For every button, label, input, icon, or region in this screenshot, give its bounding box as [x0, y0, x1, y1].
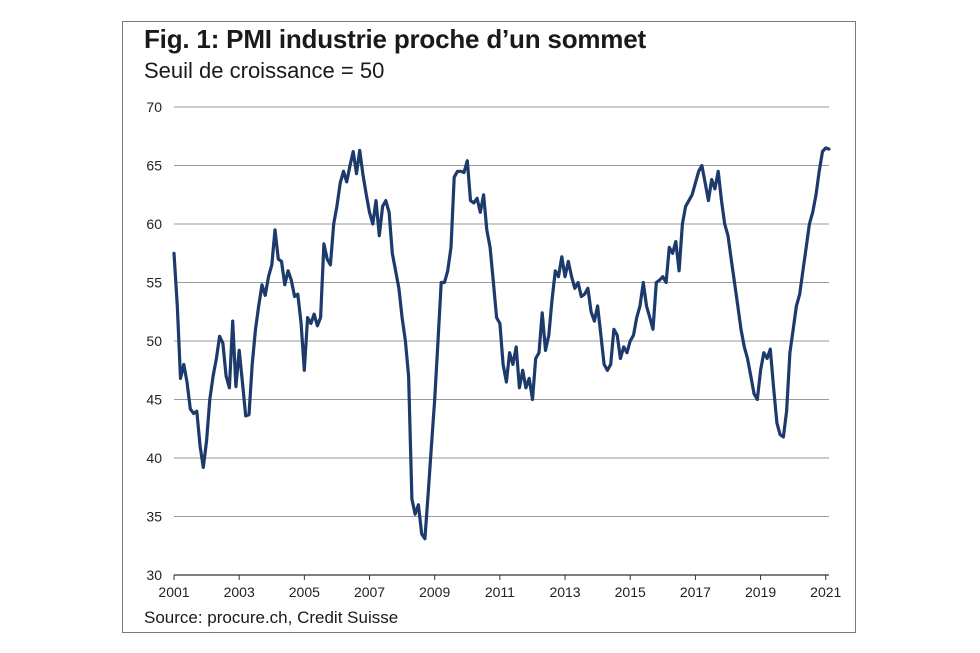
x-tick-label: 2017	[680, 584, 711, 600]
x-tick-label: 2011	[485, 584, 515, 600]
x-tick-labels: 2001 2003 2005 2007 2009 2011 2013 2015 2017 2019…	[158, 575, 842, 600]
y-tick-label: 60	[146, 216, 162, 232]
x-tick-label: 2019	[745, 584, 776, 600]
y-tick-labels: 30 35 40 45 50 55 60 65 70	[146, 99, 162, 583]
y-tick-label: 40	[146, 450, 162, 466]
x-tick-label: 2001	[158, 584, 189, 600]
x-tick-label: 2007	[354, 584, 385, 600]
y-tick-label: 35	[146, 509, 162, 525]
x-tick-label: 2005	[289, 584, 320, 600]
chart-subtitle: Seuil de croissance = 50	[144, 58, 385, 83]
x-tick-label: 2003	[224, 584, 255, 600]
x-tick-label: 2021	[810, 584, 841, 600]
y-tick-label: 50	[146, 333, 162, 349]
y-tick-label: 55	[146, 275, 162, 291]
y-tick-label: 45	[146, 392, 162, 408]
x-tick-label: 2015	[615, 584, 646, 600]
y-tick-label: 70	[146, 99, 162, 115]
chart-title: Fig. 1: PMI industrie proche d’un sommet	[144, 24, 646, 54]
series-line	[172, 146, 831, 541]
y-tick-label: 30	[146, 567, 162, 583]
x-tick-label: 2013	[549, 584, 580, 600]
chart-frame	[122, 21, 856, 633]
x-tick-label: 2009	[419, 584, 450, 600]
y-tick-label: 65	[146, 158, 162, 174]
chart-source: Source: procure.ch, Credit Suisse	[144, 608, 399, 627]
